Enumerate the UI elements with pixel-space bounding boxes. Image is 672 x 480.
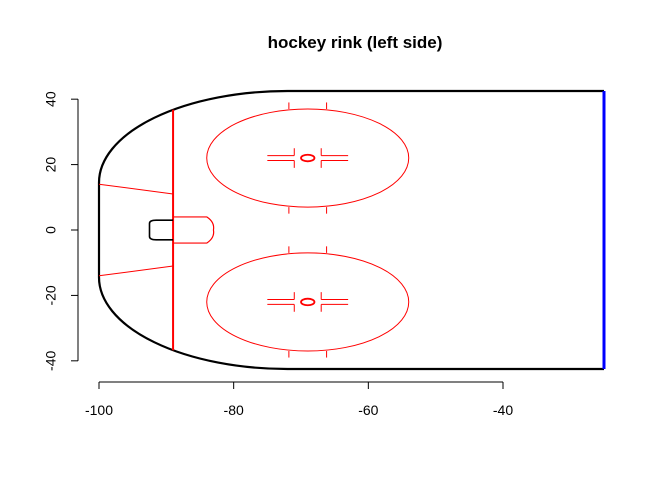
faceoff-circle (206, 252, 410, 352)
faceoff-circle (206, 108, 410, 208)
y-tick-label: 20 (43, 157, 59, 173)
trapezoid-line-top (98, 183, 174, 195)
rink-drawing (97, 89, 606, 371)
faceoff-spot (300, 153, 316, 163)
y-tick-label: 0 (43, 226, 59, 234)
rink-boards (97, 89, 604, 371)
goal-net (148, 219, 174, 241)
axes: -100 -80 -60 -40 -40 -20 0 20 40 (43, 91, 514, 418)
x-tick-label: -40 (493, 402, 513, 418)
y-tick-label: -40 (43, 350, 59, 370)
x-tick-label: -80 (224, 402, 244, 418)
chart-title: hockey rink (left side) (268, 33, 443, 52)
y-tick-label: -20 (43, 285, 59, 305)
y-tick-label: 40 (43, 91, 59, 107)
goal-crease (173, 216, 215, 244)
x-tick-label: -100 (85, 402, 113, 418)
faceoff-spot (300, 297, 316, 307)
x-tick-label: -60 (358, 402, 378, 418)
trapezoid-line-bottom (98, 265, 174, 277)
